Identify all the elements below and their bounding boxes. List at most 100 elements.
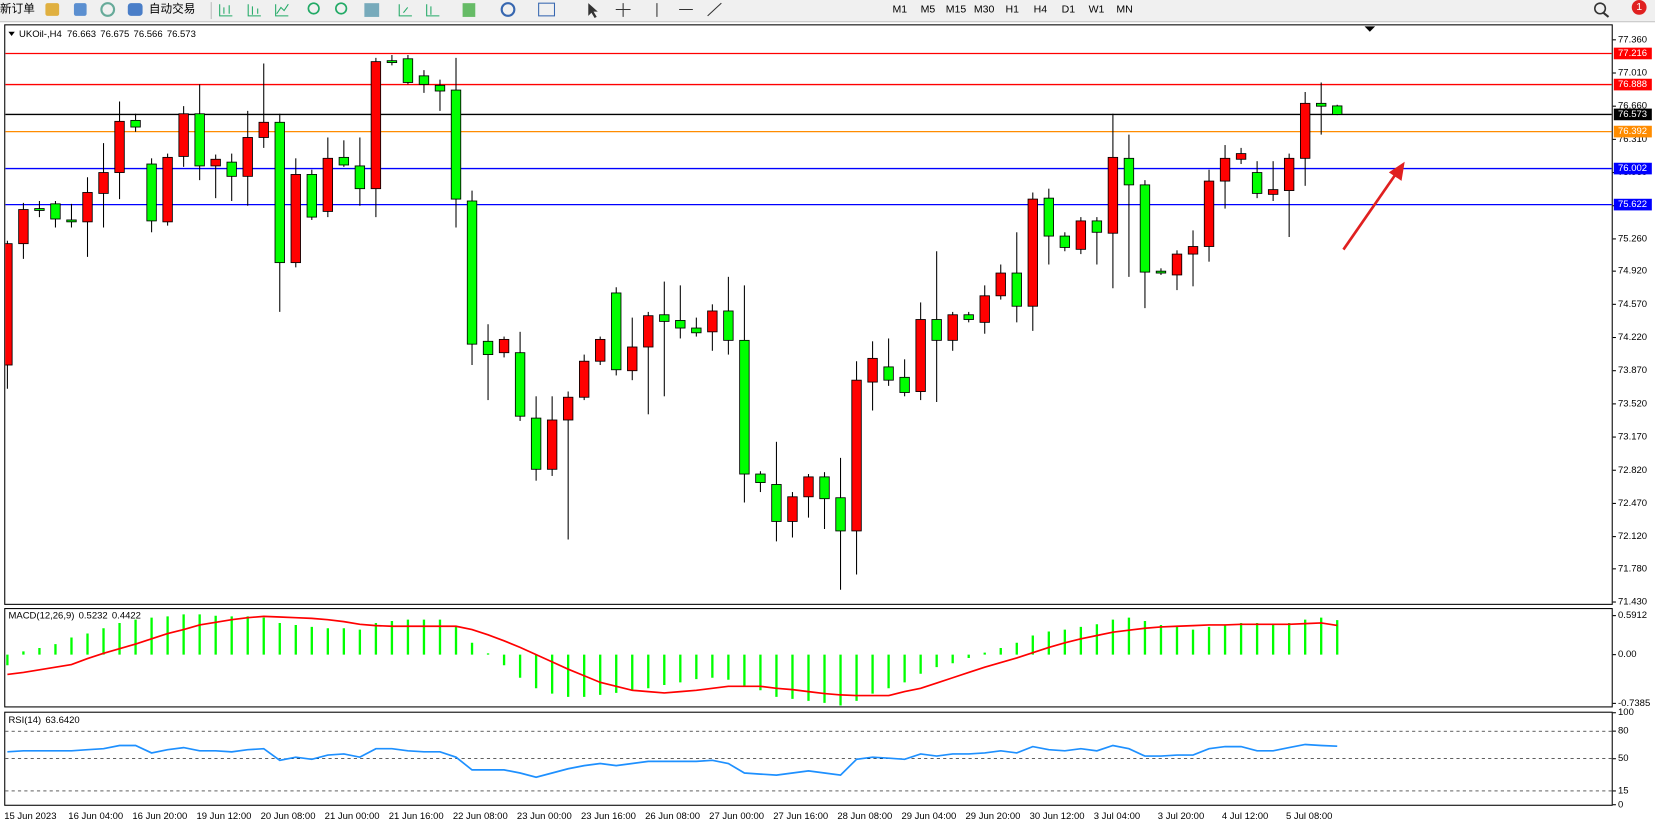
shift-marker — [1364, 26, 1376, 32]
timeframe-button[interactable]: M5 — [921, 3, 936, 15]
timeframe-button[interactable]: H4 — [1034, 3, 1048, 15]
timeframe-button[interactable]: M15 — [946, 3, 967, 15]
candle-body — [739, 339, 750, 475]
candle-body — [723, 310, 734, 341]
icon[interactable] — [219, 4, 233, 17]
y-tick-label: 74.920 — [1618, 266, 1647, 277]
symbol-header: UKOil-,H4 76.663 76.675 76.566 76.573 — [19, 28, 196, 39]
icon[interactable] — [656, 2, 722, 17]
candle-body — [1187, 246, 1199, 255]
candle-body — [963, 314, 974, 320]
icon[interactable] — [500, 2, 516, 17]
x-tick-label: 29 Jun 04:00 — [901, 811, 956, 822]
candle-body — [1155, 270, 1167, 274]
timeframe-button[interactable]: M1 — [893, 3, 908, 15]
icon[interactable] — [307, 2, 320, 15]
timeframe-button[interactable]: D1 — [1062, 3, 1076, 15]
y-tick-label: 77.010 — [1618, 68, 1647, 79]
candle-body — [242, 137, 253, 177]
y-tick-label: 80 — [1618, 726, 1629, 737]
icon[interactable] — [462, 3, 476, 17]
candle-body — [34, 208, 45, 211]
icon[interactable] — [45, 3, 60, 16]
candle-body — [883, 366, 894, 381]
new-order-button[interactable]: 新订单 — [0, 2, 35, 16]
candle-body — [1283, 157, 1295, 191]
candle-body — [162, 156, 173, 223]
candle-body — [418, 75, 430, 85]
x-tick-label: 27 Jun 16:00 — [773, 811, 828, 822]
icon[interactable] — [127, 3, 143, 16]
x-tick-label: 30 Jun 12:00 — [1030, 811, 1085, 822]
icon[interactable] — [364, 3, 380, 17]
candle-body — [1107, 156, 1119, 234]
candle-body — [787, 496, 798, 522]
icon[interactable] — [275, 3, 289, 17]
icon[interactable] — [1602, 11, 1610, 18]
badge-count[interactable]: 1 — [1636, 1, 1642, 13]
candle-body — [498, 338, 510, 354]
candle-body — [611, 292, 622, 371]
candle-body — [691, 327, 702, 334]
x-tick-label: 16 Jun 20:00 — [132, 811, 187, 822]
search-icon[interactable] — [1594, 2, 1607, 15]
toolbar: 新订单 自动交易 1 — [0, 0, 1655, 23]
candle-body — [1235, 153, 1247, 160]
y-tick-label: 72.470 — [1618, 498, 1647, 509]
timeframe-button[interactable]: W1 — [1089, 3, 1105, 15]
candle-body — [979, 295, 990, 323]
low: 76.566 — [134, 28, 163, 39]
candle-body — [402, 58, 414, 83]
icon[interactable] — [335, 2, 348, 15]
candle-body — [1075, 220, 1087, 250]
y-tick-label: 100 — [1618, 707, 1634, 718]
candle-body — [1219, 157, 1231, 182]
open: 76.663 — [67, 28, 96, 39]
candle-body — [18, 209, 29, 245]
y-tick-label: 74.220 — [1618, 332, 1647, 343]
x-tick-label: 3 Jul 04:00 — [1094, 811, 1140, 822]
icon[interactable] — [538, 2, 556, 17]
candle-body — [1011, 272, 1022, 307]
rsi-panel — [4, 711, 1613, 806]
candle-body — [434, 84, 446, 92]
timeframe-button[interactable]: M30 — [974, 3, 995, 15]
candle-body — [370, 61, 382, 190]
auto-trade-button[interactable]: 自动交易 — [149, 2, 195, 16]
candle-body — [1251, 172, 1263, 194]
price-level-box — [1613, 162, 1652, 175]
price-level-label: 75.622 — [1618, 199, 1647, 210]
y-tick-label: 71.780 — [1618, 563, 1647, 574]
x-tick-label: 19 Jun 12:00 — [196, 811, 251, 822]
candle-body — [114, 120, 125, 173]
icon[interactable] — [73, 3, 87, 16]
y-tick-label: 76.660 — [1618, 101, 1647, 112]
candle-body — [771, 484, 782, 522]
x-tick-label: 15 Jun 2023 — [4, 811, 56, 822]
icon[interactable] — [615, 3, 631, 17]
candle-body — [1027, 198, 1038, 307]
icon[interactable] — [588, 3, 598, 18]
macd-title: MACD(12,26,9) — [8, 610, 74, 621]
timeframe-button[interactable]: H1 — [1005, 3, 1019, 15]
candle-body — [338, 156, 350, 166]
icon[interactable] — [247, 4, 261, 17]
price-level-label: 76.888 — [1618, 79, 1647, 90]
y-tick-label: 15 — [1618, 785, 1629, 796]
icon[interactable] — [398, 4, 412, 17]
icon[interactable] — [100, 2, 116, 17]
icon[interactable] — [426, 4, 440, 17]
price-level-box — [1613, 47, 1652, 60]
badge[interactable] — [1631, 0, 1647, 15]
candle-body — [1316, 102, 1327, 107]
candle-body — [995, 272, 1006, 297]
candle-body — [306, 174, 317, 218]
candle-body — [627, 346, 638, 372]
timeframe-button[interactable]: MN — [1116, 3, 1132, 15]
candle-body — [675, 320, 686, 329]
plot-area — [5, 52, 1612, 590]
y-tick-label: 73.520 — [1618, 398, 1647, 409]
y-tick-label: 74.570 — [1618, 299, 1647, 310]
